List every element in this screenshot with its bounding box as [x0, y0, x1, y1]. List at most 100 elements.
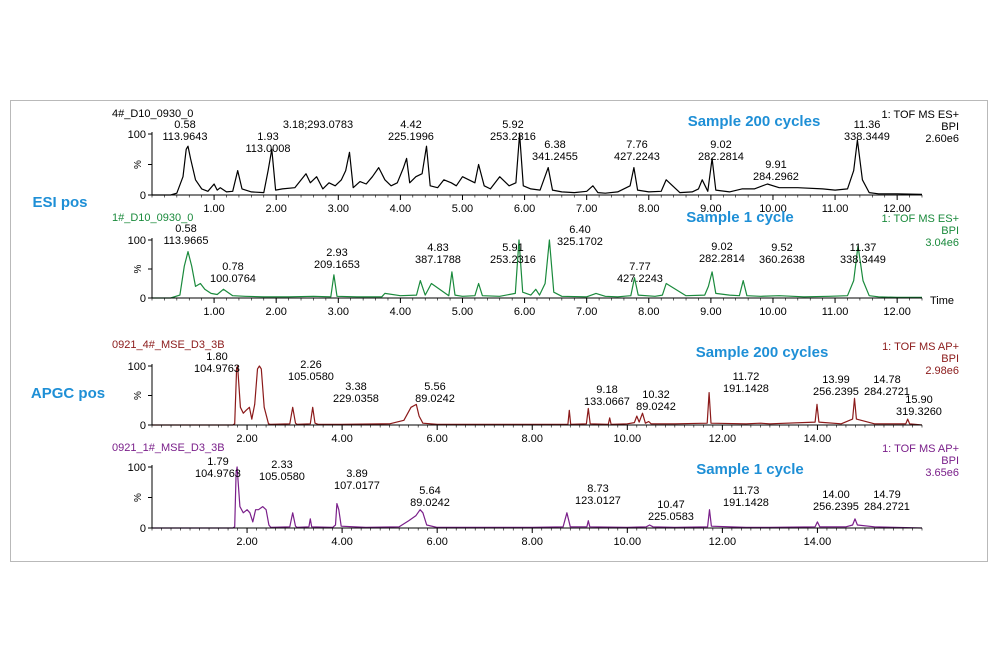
x-tick-label: 4.00	[390, 203, 411, 215]
peak-rt-label: 3.89	[346, 468, 367, 480]
peak-mz-label: 89.0242	[415, 393, 455, 405]
peak-mz-label: 105.0580	[288, 371, 334, 383]
peak-rt-label: 10.32	[642, 389, 670, 401]
sample-label: Sample 200 cycles	[696, 344, 829, 361]
peak-mz-label: 284.2962	[753, 171, 799, 183]
trace-line	[152, 466, 923, 529]
y-tick-label: 0	[140, 190, 146, 202]
peak-rt-label: 5.92	[502, 119, 523, 131]
sample-header: 0921_4#_MSE_D3_3B	[112, 339, 225, 351]
x-tick-label: 3.00	[328, 306, 349, 318]
peak-rt-label: 9.52	[771, 242, 792, 254]
peak-mz-label: 225.1996	[388, 131, 434, 143]
peak-rt-label: 14.00	[822, 489, 850, 501]
x-tick-label: 5.00	[452, 203, 473, 215]
peak-rt-label: 11.73	[733, 485, 760, 497]
peak-mz-label: 325.1702	[557, 236, 603, 248]
peak-mz-label: 104.9763	[195, 468, 241, 480]
peak-mz-label: 113.9643	[162, 131, 207, 143]
x-tick-label: 4.00	[331, 433, 352, 445]
peak-mz-label: 427.2243	[614, 151, 660, 163]
peak-rt-label: 0.78	[222, 261, 243, 273]
peak-mz-label: 89.0242	[410, 497, 450, 509]
peak-rt-label: 13.99	[822, 374, 850, 386]
peak-rt-label: 6.38	[544, 139, 565, 151]
peak-rt-label: 9.91	[765, 159, 786, 171]
peak-mz-label: 253.2316	[490, 254, 536, 266]
peak-rt-label: 1.79	[207, 456, 228, 468]
peak-rt-label: 4.42	[400, 119, 421, 131]
peak-mz-label: 338.3449	[844, 131, 890, 143]
sample-header: 1#_D10_0930_0	[112, 212, 193, 224]
x-tick-label: 8.00	[638, 203, 659, 215]
group-label-esi: ESI pos	[32, 194, 87, 211]
peak-rt-label: 3.18;293.0783	[283, 119, 353, 131]
sample-label: Sample 1 cycle	[686, 209, 794, 226]
peak-mz-label: 341.2455	[532, 151, 578, 163]
x-tick-label: 10.00	[614, 433, 642, 445]
x-tick-label: 8.00	[522, 433, 543, 445]
peak-rt-label: 9.02	[710, 139, 731, 151]
peak-mz-label: 284.2721	[864, 501, 910, 513]
y-axis-label: %	[133, 493, 144, 502]
peak-mz-label: 256.2395	[813, 386, 859, 398]
x-tick-label: 7.00	[576, 306, 597, 318]
peak-mz-label: 284.2721	[864, 386, 910, 398]
peak-rt-label: 11.36	[854, 119, 881, 131]
x-tick-label: 4.00	[390, 306, 411, 318]
chromatogram-panel-apgc1: 0 100% 2.00 4.00 6.00 8.00 10.00 12.00 14.00 0921…	[112, 442, 959, 548]
y-tick-label: 100	[128, 129, 146, 141]
peak-mz-label: 100.0764	[210, 273, 256, 285]
peak-mz-label: 133.0667	[584, 396, 630, 408]
peak-rt-label: 15.90	[905, 394, 933, 406]
y-tick-label: 100	[128, 361, 146, 373]
y-axis-label: %	[133, 264, 144, 273]
x-tick-label: 6.00	[426, 433, 447, 445]
x-tick-label: 11.00	[822, 203, 849, 215]
peak-mz-label: 191.1428	[723, 497, 769, 509]
x-tick-label: 12.00	[883, 203, 911, 215]
x-tick-label: 10.00	[759, 203, 787, 215]
peak-mz-label: 113.9665	[163, 235, 208, 247]
peak-rt-label: 11.37	[850, 242, 877, 254]
peak-mz-label: 89.0242	[636, 401, 676, 413]
peak-rt-label: 5.91	[502, 242, 523, 254]
peak-mz-label: 319.3260	[896, 406, 942, 418]
sample-label: Sample 1 cycle	[696, 461, 804, 478]
x-tick-label: 7.00	[576, 203, 597, 215]
x-tick-label: 8.00	[522, 536, 543, 548]
x-tick-label: 11.00	[822, 306, 849, 318]
y-tick-label: 100	[128, 462, 146, 474]
chromatogram-panel-esi1: 0 100% 1.00 2.00 3.00 4.00 5.00 6.00 7.00 8.00 9.0…	[112, 209, 959, 318]
trace-line	[152, 239, 922, 299]
x-tick-label: 5.00	[452, 306, 473, 318]
peak-mz-label: 105.0580	[259, 471, 305, 483]
y-tick-label: 0	[140, 293, 146, 305]
trace-line	[152, 365, 923, 426]
peak-mz-label: 107.0177	[334, 480, 380, 492]
x-tick-label: 2.00	[265, 306, 286, 318]
bpi-label: BPI	[941, 225, 959, 237]
peak-rt-label: 0.58	[174, 119, 195, 131]
peak-rt-label: 7.76	[626, 139, 647, 151]
peak-mz-label: 282.2814	[699, 253, 745, 265]
group-label-apgc: APGC pos	[31, 385, 105, 402]
peak-mz-label: 282.2814	[698, 151, 744, 163]
peak-rt-label: 2.33	[271, 459, 292, 471]
peak-rt-label: 7.77	[629, 261, 650, 273]
peak-mz-label: 209.1653	[314, 259, 360, 271]
x-tick-label: 1.00	[203, 306, 224, 318]
peak-rt-label: 1.80	[206, 351, 227, 363]
intensity-label: 3.04e6	[925, 237, 959, 249]
bpi-label: BPI	[941, 353, 959, 365]
peak-mz-label: 253.2316	[490, 131, 536, 143]
peak-rt-label: 5.56	[424, 381, 445, 393]
x-tick-label: 2.00	[236, 433, 257, 445]
x-tick-label: 10.00	[614, 536, 642, 548]
peak-mz-label: 427.2243	[617, 273, 663, 285]
x-tick-label: 12.00	[709, 433, 737, 445]
x-tick-label: 9.00	[700, 306, 721, 318]
chromatogram-panel-esi200: 0 100% 1.00 2.00 3.00 4.00 5.00 6.00 7.00 8.00 9.0…	[112, 108, 959, 215]
peak-mz-label: 360.2638	[759, 254, 805, 266]
